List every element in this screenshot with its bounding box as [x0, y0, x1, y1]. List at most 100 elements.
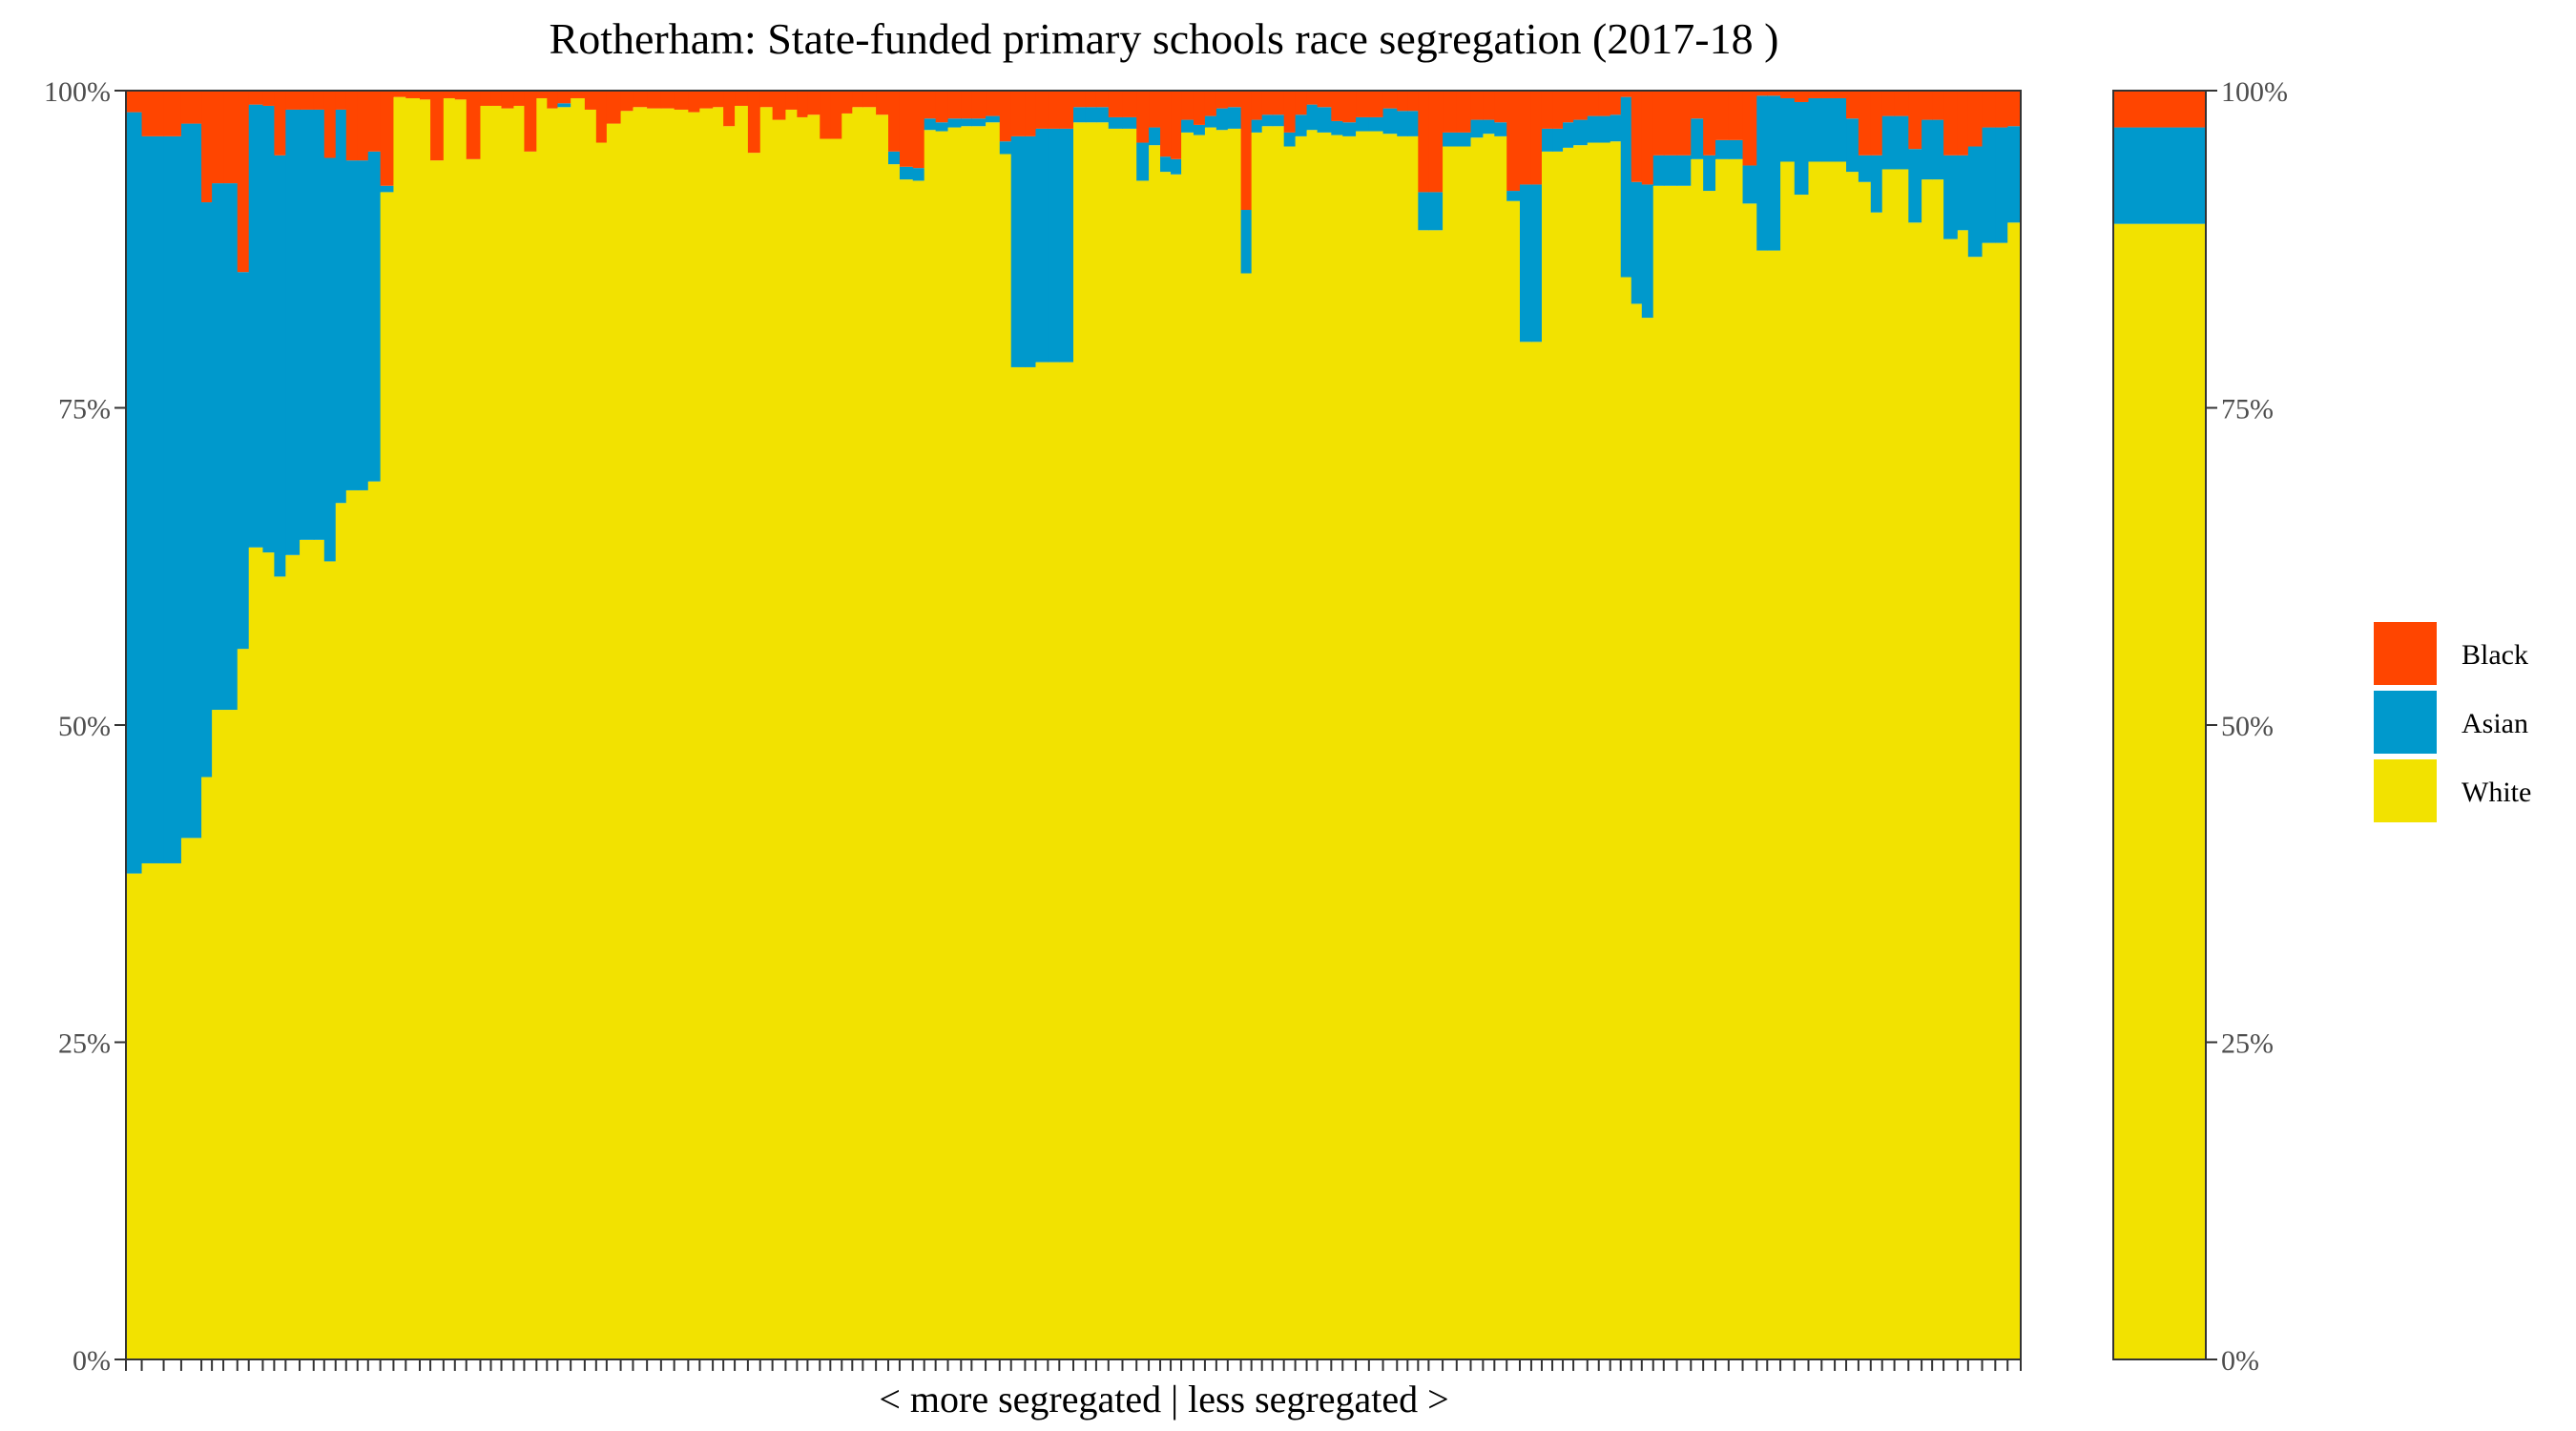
bar-white-130	[1715, 158, 1730, 1359]
bar-white-3	[180, 838, 202, 1359]
bar-asian-79	[1108, 116, 1124, 129]
bar-white-58	[852, 107, 863, 1359]
bar-white-34	[557, 107, 571, 1359]
bar-black-37	[595, 91, 608, 143]
bar-black-68	[971, 91, 987, 119]
bar-white-150	[1967, 257, 1984, 1360]
bar-black-33	[547, 91, 558, 109]
bar-black-133	[1756, 91, 1768, 96]
bar-black-57	[841, 91, 853, 114]
bar-asian-65	[935, 122, 949, 132]
bar-white-43	[674, 109, 689, 1360]
bar-white-29	[501, 108, 514, 1360]
bar-white-48	[735, 105, 749, 1360]
bar-white-66	[947, 127, 962, 1359]
bar-asian-19	[380, 185, 395, 193]
bar-white-13	[313, 539, 325, 1359]
bar-black-32	[536, 91, 548, 98]
bar-white-14	[323, 561, 337, 1359]
bar-asian-10	[274, 155, 286, 577]
bar-black-146	[1922, 91, 1933, 120]
bar-black-13	[313, 91, 325, 110]
bar-white-151	[1982, 242, 1996, 1360]
y-tick-label: 75%	[58, 394, 111, 425]
bar-black-75	[1059, 91, 1074, 129]
bar-white-31	[524, 151, 537, 1360]
bar-black-141	[1858, 91, 1872, 156]
total-bar-asian	[2113, 127, 2206, 224]
legend: Black Asian White	[2374, 622, 2531, 822]
bar-black-111	[1494, 91, 1507, 123]
bar-black-121	[1610, 91, 1622, 115]
bar-black-7	[237, 91, 250, 273]
bar-black-12	[300, 91, 315, 110]
bar-black-108	[1456, 91, 1472, 133]
bar-white-24	[443, 97, 456, 1360]
bar-black-16	[345, 91, 359, 161]
bar-white-30	[513, 105, 526, 1360]
bar-black-74	[1048, 91, 1060, 129]
bar-black-70	[999, 91, 1012, 142]
bar-black-151	[1982, 91, 1996, 128]
bar-white-84	[1171, 174, 1182, 1359]
bar-asian-89	[1227, 107, 1242, 129]
bar-asian-76	[1073, 107, 1087, 123]
bar-white-114	[1530, 342, 1543, 1360]
bar-white-127	[1676, 185, 1692, 1359]
bar-white-91	[1251, 132, 1263, 1359]
bar-white-0	[126, 873, 143, 1359]
bar-black-135	[1780, 91, 1796, 98]
bar-asian-140	[1846, 118, 1859, 173]
bar-white-28	[490, 105, 503, 1360]
bar-asian-14	[323, 157, 337, 562]
bar-asian-88	[1215, 108, 1229, 131]
bar-asian-107	[1443, 132, 1458, 147]
bar-asian-16	[345, 160, 359, 490]
bar-black-4	[201, 91, 213, 203]
bar-white-145	[1908, 222, 1922, 1359]
bar-black-113	[1520, 91, 1532, 185]
bar-black-104	[1407, 91, 1419, 112]
bar-asian-77	[1085, 107, 1097, 123]
bar-white-51	[772, 119, 787, 1360]
bar-black-29	[501, 91, 514, 109]
bar-black-130	[1715, 91, 1730, 140]
bar-white-142	[1870, 212, 1883, 1360]
bar-white-93	[1272, 126, 1285, 1360]
bar-asian-139	[1835, 97, 1847, 162]
bar-black-9	[262, 91, 275, 106]
bar-asian-150	[1967, 146, 1984, 258]
bar-white-19	[380, 192, 395, 1359]
bar-black-6	[223, 91, 239, 184]
bar-black-137	[1808, 91, 1822, 98]
bar-asian-2	[163, 135, 182, 863]
bar-asian-91	[1251, 119, 1263, 133]
total-panel	[2113, 91, 2206, 1359]
bar-black-48	[735, 91, 749, 106]
bar-white-137	[1808, 161, 1822, 1360]
bar-white-105	[1418, 230, 1429, 1359]
bar-asian-8	[248, 104, 264, 548]
bar-white-15	[335, 503, 347, 1359]
bar-asian-114	[1530, 184, 1543, 342]
bar-white-77	[1085, 122, 1097, 1359]
bar-black-89	[1227, 91, 1242, 108]
bar-asian-0	[126, 112, 143, 874]
bar-black-83	[1160, 91, 1172, 157]
bar-asian-80	[1122, 116, 1137, 129]
bar-black-18	[367, 91, 382, 152]
bar-black-87	[1204, 91, 1217, 116]
bar-black-39	[620, 91, 634, 112]
bar-black-65	[935, 91, 949, 123]
bar-white-36	[584, 109, 597, 1360]
bar-black-99	[1342, 91, 1357, 123]
bar-black-152	[1995, 91, 2008, 128]
bar-white-11	[285, 554, 301, 1359]
bar-asian-151	[1982, 127, 1996, 243]
bar-asian-66	[947, 118, 962, 128]
bar-black-107	[1443, 91, 1458, 133]
bar-asian-153	[2007, 126, 2022, 223]
bar-black-118	[1573, 91, 1589, 120]
bar-white-122	[1620, 277, 1632, 1359]
bar-black-34	[557, 91, 571, 104]
